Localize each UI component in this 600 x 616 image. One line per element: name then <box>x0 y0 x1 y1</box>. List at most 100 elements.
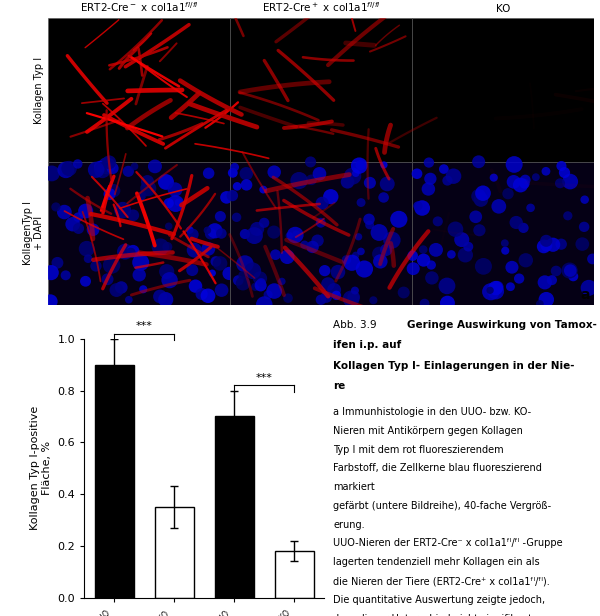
Ellipse shape <box>201 242 215 256</box>
Ellipse shape <box>189 280 202 293</box>
Ellipse shape <box>223 267 236 280</box>
Text: Die quantitative Auswertung zeigte jedoch,: Die quantitative Auswertung zeigte jedoc… <box>333 595 545 605</box>
Ellipse shape <box>61 161 77 176</box>
Text: lagerten tendenziell mehr Kollagen ein als: lagerten tendenziell mehr Kollagen ein a… <box>333 557 539 567</box>
Ellipse shape <box>233 182 242 190</box>
Ellipse shape <box>139 285 148 293</box>
Ellipse shape <box>347 291 360 303</box>
Ellipse shape <box>473 224 485 237</box>
Ellipse shape <box>494 283 502 291</box>
Ellipse shape <box>94 162 110 178</box>
Ellipse shape <box>200 288 215 303</box>
Ellipse shape <box>562 262 578 278</box>
Ellipse shape <box>167 195 184 212</box>
Ellipse shape <box>506 282 515 291</box>
Ellipse shape <box>363 214 375 225</box>
Ellipse shape <box>425 271 439 285</box>
Ellipse shape <box>158 292 173 307</box>
Ellipse shape <box>250 227 258 235</box>
Ellipse shape <box>267 225 281 238</box>
Ellipse shape <box>57 205 72 219</box>
Ellipse shape <box>380 161 388 169</box>
Ellipse shape <box>203 168 214 179</box>
Ellipse shape <box>236 255 254 272</box>
Ellipse shape <box>562 174 578 189</box>
Ellipse shape <box>205 228 217 240</box>
Ellipse shape <box>78 204 93 219</box>
Ellipse shape <box>580 195 589 204</box>
Ellipse shape <box>575 237 589 251</box>
Ellipse shape <box>187 243 202 257</box>
Ellipse shape <box>556 161 566 171</box>
Ellipse shape <box>43 294 58 309</box>
Ellipse shape <box>300 240 308 249</box>
Ellipse shape <box>475 258 492 275</box>
Ellipse shape <box>159 264 174 279</box>
Text: Kollagen Typ I: Kollagen Typ I <box>34 57 44 124</box>
Ellipse shape <box>98 157 115 174</box>
Bar <box>48 18 230 162</box>
Ellipse shape <box>487 286 494 294</box>
Ellipse shape <box>371 224 388 241</box>
Ellipse shape <box>532 173 540 181</box>
Ellipse shape <box>292 230 300 238</box>
Ellipse shape <box>320 291 332 303</box>
Ellipse shape <box>491 281 503 293</box>
Ellipse shape <box>263 290 272 299</box>
Ellipse shape <box>365 221 374 229</box>
Text: a: a <box>581 288 590 302</box>
Ellipse shape <box>514 274 524 283</box>
Ellipse shape <box>407 262 420 275</box>
Text: Kollagen Typ I- Einlagerungen in der Nie-: Kollagen Typ I- Einlagerungen in der Nie… <box>333 360 575 371</box>
Ellipse shape <box>241 179 253 190</box>
Ellipse shape <box>286 232 293 240</box>
Text: ifen i.p. auf: ifen i.p. auf <box>333 340 401 351</box>
Ellipse shape <box>501 239 509 247</box>
Ellipse shape <box>520 175 530 185</box>
Bar <box>275 551 314 598</box>
Ellipse shape <box>546 238 560 252</box>
Ellipse shape <box>501 246 509 254</box>
Ellipse shape <box>91 261 101 272</box>
Ellipse shape <box>356 261 373 278</box>
Ellipse shape <box>65 217 80 232</box>
Ellipse shape <box>283 293 293 303</box>
Ellipse shape <box>268 166 281 179</box>
Ellipse shape <box>127 209 139 221</box>
Ellipse shape <box>551 265 562 276</box>
Text: die Nieren der Tiere (ERT2-Cre⁺ x col1a1ᶠˡ/ᶠˡ).: die Nieren der Tiere (ERT2-Cre⁺ x col1a1… <box>333 576 550 586</box>
Ellipse shape <box>80 276 91 286</box>
Ellipse shape <box>417 254 430 267</box>
Ellipse shape <box>390 211 407 228</box>
Ellipse shape <box>383 232 401 249</box>
Ellipse shape <box>287 227 304 243</box>
Ellipse shape <box>568 272 578 282</box>
Ellipse shape <box>419 299 430 309</box>
Text: Geringe Auswirkung von Tamox-: Geringe Auswirkung von Tamox- <box>407 320 597 330</box>
Ellipse shape <box>316 197 329 209</box>
Ellipse shape <box>270 249 281 260</box>
Ellipse shape <box>244 262 261 279</box>
Ellipse shape <box>463 242 473 251</box>
Ellipse shape <box>132 254 149 271</box>
Ellipse shape <box>518 253 533 267</box>
Ellipse shape <box>216 229 227 239</box>
Ellipse shape <box>257 278 266 287</box>
Text: UUO-Nieren der ERT2-Cre⁻ x col1a1ᶠˡ/ᶠˡ -Gruppe: UUO-Nieren der ERT2-Cre⁻ x col1a1ᶠˡ/ᶠˡ -… <box>333 538 563 548</box>
Ellipse shape <box>250 222 264 236</box>
Ellipse shape <box>344 254 360 271</box>
Ellipse shape <box>305 156 316 168</box>
Ellipse shape <box>364 177 376 188</box>
Ellipse shape <box>152 238 169 256</box>
Ellipse shape <box>579 222 589 232</box>
Ellipse shape <box>251 283 259 291</box>
Bar <box>230 18 412 162</box>
Ellipse shape <box>555 178 565 188</box>
Ellipse shape <box>323 189 338 204</box>
Ellipse shape <box>538 275 552 290</box>
Ellipse shape <box>447 250 456 259</box>
Ellipse shape <box>79 241 95 257</box>
Ellipse shape <box>352 169 359 177</box>
Text: gefärbt (untere Bildreihe), 40-fache Vergröß-: gefärbt (untere Bildreihe), 40-fache Ver… <box>333 501 551 511</box>
Ellipse shape <box>240 229 250 239</box>
